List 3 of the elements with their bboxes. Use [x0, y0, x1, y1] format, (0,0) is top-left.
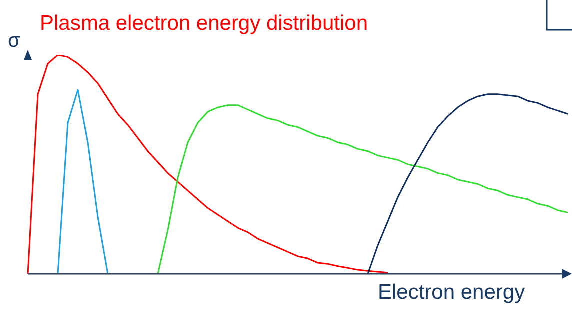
chart-title: Plasma electron energy distribution [40, 12, 368, 36]
x-axis-title: Electron energy [378, 281, 526, 305]
y-axis-title: σ [8, 30, 20, 53]
